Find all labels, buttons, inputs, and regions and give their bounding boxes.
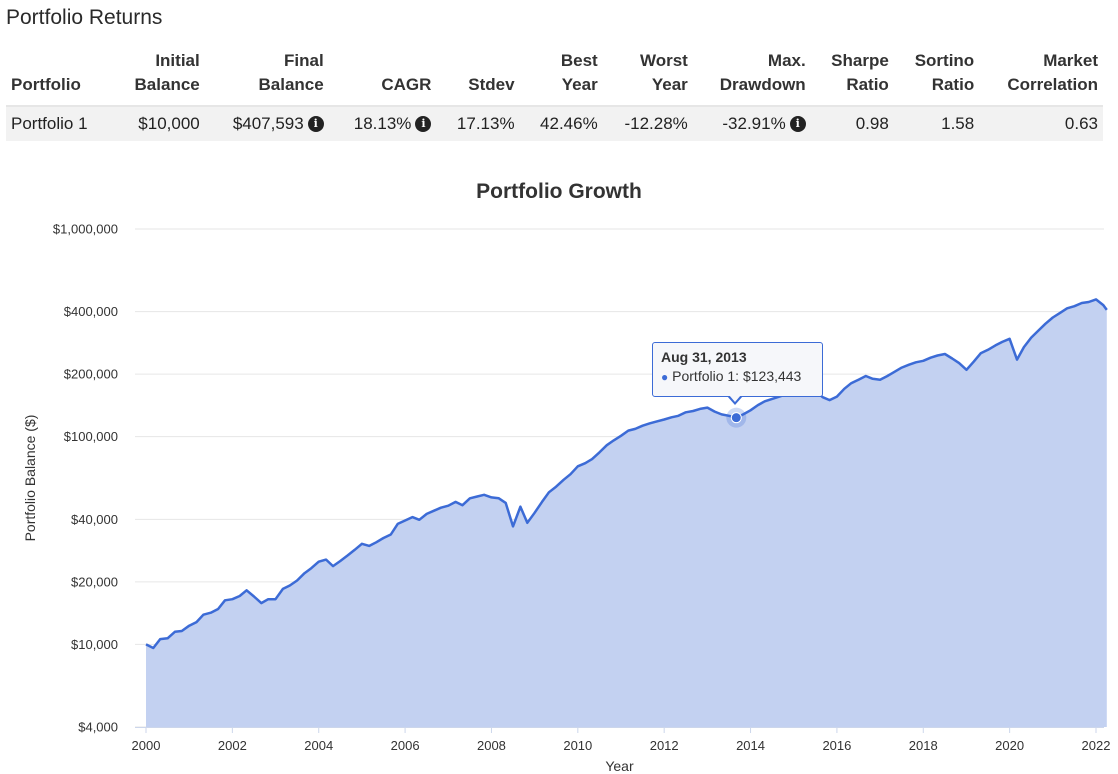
header-cagr: CAGR <box>328 46 437 107</box>
info-circle-icon[interactable]: i <box>789 116 806 132</box>
chart-tooltip: Aug 31, 2013 ● Portfolio 1: $123,443 <box>652 342 823 397</box>
header-max-drawdown: Max. Drawdown <box>692 46 811 107</box>
chart-title: Portfolio Growth <box>476 180 642 203</box>
series-line[interactable] <box>145 298 1108 650</box>
final-balance-value: $407,593 <box>232 114 304 133</box>
series-dot-icon: ● <box>661 370 669 384</box>
x-tick-label: 2014 <box>736 738 765 753</box>
header-portfolio: Portfolio <box>6 46 113 107</box>
y-tick-label: $100,000 <box>64 429 118 444</box>
cell-stdev: 17.13% <box>436 106 520 141</box>
y-tick-label: $200,000 <box>64 367 118 382</box>
x-tick-label: 2008 <box>477 738 506 753</box>
x-tick-label: 2004 <box>304 738 333 753</box>
section-title: Portfolio Returns <box>6 6 163 29</box>
cell-portfolio: Portfolio 1 <box>6 106 113 141</box>
cell-sharpe-ratio: 0.98 <box>810 106 894 141</box>
x-tick-label: 2012 <box>650 738 679 753</box>
cell-final-balance: $407,593 i <box>204 106 329 141</box>
tooltip-arrow-inner <box>729 395 741 402</box>
x-axis-label: Year <box>605 758 634 774</box>
cell-initial-balance: $10,000 <box>112 106 205 141</box>
cagr-value: 18.13% <box>353 114 412 133</box>
header-worst-year: Worst Year <box>602 46 693 107</box>
table-row: Portfolio 1 $10,000 $407,593 i 18.13% i 17… <box>6 106 1103 141</box>
cell-cagr: 18.13% i <box>328 106 437 141</box>
x-tick-label: 2002 <box>218 738 247 753</box>
header-sortino-ratio: Sortino Ratio <box>893 46 980 107</box>
header-best-year: Best Year <box>519 46 603 107</box>
header-stdev: Stdev <box>436 46 520 107</box>
hover-marker <box>726 407 747 428</box>
cell-max-drawdown: -32.91% i <box>692 106 811 141</box>
data-point[interactable] <box>730 412 742 424</box>
series-area <box>146 299 1107 727</box>
x-tick-label: 2016 <box>822 738 851 753</box>
cell-worst-year: -12.28% <box>602 106 693 141</box>
info-circle-icon[interactable]: i <box>415 116 432 132</box>
tooltip-value: Portfolio 1: $123,443 <box>672 368 802 384</box>
y-tick-label: $20,000 <box>71 574 118 589</box>
x-tick-label: 2000 <box>132 738 161 753</box>
x-axis-ticks: 2000 2002 2004 2006 2008 2010 2012 2014 2016 2018… <box>132 727 1111 753</box>
x-tick-label: 2006 <box>391 738 420 753</box>
header-market-correlation: Market Correlation <box>979 46 1103 107</box>
y-tick-label: $40,000 <box>71 512 118 527</box>
y-tick-label: $10,000 <box>71 637 118 652</box>
max-drawdown-value: -32.91% <box>722 114 786 133</box>
header-sharpe-ratio: Sharpe Ratio <box>810 46 894 107</box>
table-header-row: Portfolio Initial Balance Final Balance CA… <box>6 46 1103 107</box>
y-axis-label: Portfolio Balance ($) <box>22 415 38 542</box>
series-portfolio-1 <box>145 298 1108 727</box>
header-final-balance: Final Balance <box>204 46 329 107</box>
tooltip-date: Aug 31, 2013 <box>661 349 747 365</box>
x-tick-label: 2022 <box>1082 738 1111 753</box>
y-tick-label: $4,000 <box>78 720 118 735</box>
y-axis-ticks: $4,000 $10,000 $20,000 $40,000 $100,000 $200,… <box>53 222 118 735</box>
header-initial-balance: Initial Balance <box>112 46 205 107</box>
x-tick-label: 2010 <box>563 738 592 753</box>
y-tick-label: $400,000 <box>64 304 118 319</box>
cell-sortino-ratio: 1.58 <box>893 106 980 141</box>
x-tick-label: 2018 <box>909 738 938 753</box>
y-tick-label: $1,000,000 <box>53 222 118 237</box>
portfolio-returns-table: Portfolio Initial Balance Final Balance CA… <box>6 46 1103 141</box>
cell-best-year: 42.46% <box>519 106 603 141</box>
cell-market-correlation: 0.63 <box>979 106 1103 141</box>
x-tick-label: 2020 <box>995 738 1024 753</box>
info-circle-icon[interactable]: i <box>307 116 324 132</box>
